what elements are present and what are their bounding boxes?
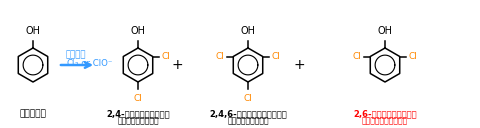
Text: 2,6-ジクロロフェノール: 2,6-ジクロロフェノール <box>353 109 417 119</box>
Text: Cl: Cl <box>216 52 225 61</box>
Text: OH: OH <box>377 26 393 36</box>
Text: Cl: Cl <box>243 94 252 103</box>
Text: 塗素消毒: 塗素消毒 <box>66 51 86 60</box>
Text: OH: OH <box>131 26 145 36</box>
Text: OH: OH <box>25 26 40 36</box>
Text: （弱い消毒臭物質）: （弱い消毒臭物質） <box>227 116 269 125</box>
Text: フェノール: フェノール <box>20 109 47 119</box>
Text: Cl: Cl <box>271 52 280 61</box>
Text: ₂ or ClO⁻: ₂ or ClO⁻ <box>75 60 112 68</box>
Text: 2,4,6-トリクロロフェノール: 2,4,6-トリクロロフェノール <box>209 109 287 119</box>
Text: +: + <box>171 58 183 72</box>
Text: Cl: Cl <box>67 60 75 68</box>
Text: （強烈な消毒臭物質）: （強烈な消毒臭物質） <box>362 116 408 125</box>
Text: （弱い消毒臭物質）: （弱い消毒臭物質） <box>117 116 159 125</box>
Text: +: + <box>293 58 305 72</box>
Text: Cl: Cl <box>133 94 143 103</box>
Text: Cl: Cl <box>408 52 417 61</box>
Text: OH: OH <box>240 26 255 36</box>
Text: 2,4-ジクロロフェノール: 2,4-ジクロロフェノール <box>106 109 170 119</box>
Text: Cl: Cl <box>353 52 362 61</box>
Text: Cl: Cl <box>161 52 170 61</box>
